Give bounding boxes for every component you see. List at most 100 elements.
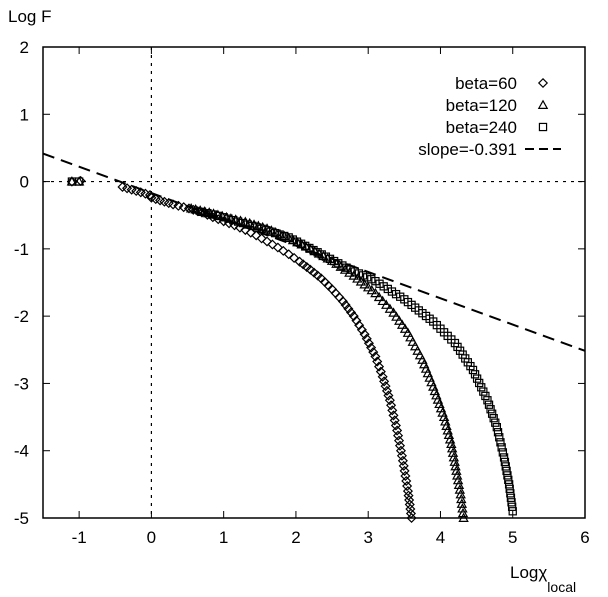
data-point: [359, 329, 370, 340]
data-point: [348, 311, 359, 322]
data-point: [448, 452, 460, 462]
data-point: [256, 233, 267, 244]
legend: beta=60 beta=120 beta=240 slope=-0.391: [418, 74, 561, 159]
x-tick-label: 3: [363, 528, 372, 547]
data-point: [394, 315, 405, 325]
data-point: [386, 400, 397, 411]
data-point: [252, 223, 262, 232]
data-point: [356, 324, 367, 335]
data-point: [395, 445, 407, 456]
y-tick-label: 0: [20, 173, 29, 192]
data-point: [457, 507, 469, 518]
data-point: [362, 281, 374, 292]
data-point: [275, 230, 284, 239]
x-axis-label-main: Logχ: [510, 563, 547, 582]
data-point: [506, 493, 516, 502]
data-point: [399, 465, 410, 476]
data-point: [384, 395, 395, 406]
data-point: [229, 215, 238, 225]
data-point: [500, 457, 510, 467]
data-point: [203, 209, 212, 218]
data-point: [446, 438, 457, 448]
data-point: [393, 435, 405, 446]
data-point: [502, 466, 511, 476]
data-point: [504, 475, 513, 485]
data-point: [345, 307, 357, 318]
data-point: [373, 291, 385, 302]
data-point: [257, 224, 266, 234]
data-point: [159, 196, 170, 207]
data-point: [456, 498, 468, 508]
legend-label: slope=-0.391: [418, 140, 517, 159]
data-point: [190, 204, 201, 214]
data-point: [468, 365, 478, 375]
data-point: [391, 311, 402, 321]
data-point: [74, 177, 84, 186]
data-point: [393, 430, 404, 441]
data-point: [479, 387, 488, 396]
data-point: [155, 195, 166, 206]
data-point: [412, 345, 423, 355]
data-point: [233, 217, 243, 226]
x-tick-label: 2: [291, 528, 300, 547]
data-point: [397, 455, 408, 466]
data-point: [401, 475, 412, 487]
data-point: [381, 385, 393, 396]
data-point: [359, 279, 370, 289]
legend-marker: [537, 77, 549, 89]
data-point: [507, 502, 517, 511]
data-point: [354, 320, 365, 331]
data-point: [337, 296, 348, 307]
data-point: [261, 236, 273, 247]
data-point: [387, 405, 398, 416]
data-point: [280, 231, 289, 241]
data-point: [406, 512, 417, 524]
data-point: [495, 433, 504, 442]
data-point: [214, 211, 223, 221]
data-point: [497, 443, 506, 452]
data-point: [238, 218, 248, 228]
data-point: [455, 489, 466, 499]
data-point: [501, 462, 510, 471]
data-point: [373, 361, 385, 372]
data-point: [370, 287, 381, 298]
data-point: [454, 484, 466, 494]
data-point: [185, 203, 197, 213]
data-point: [456, 493, 467, 504]
data-point: [404, 495, 415, 506]
series-beta-60: [66, 175, 417, 524]
data-point: [451, 465, 462, 475]
data-point: [289, 252, 300, 263]
legend-label: beta=60: [455, 74, 517, 93]
x-axis-label: Logχlocal: [510, 563, 576, 595]
data-point: [372, 356, 383, 367]
data-point: [351, 315, 362, 326]
data-point: [452, 474, 464, 485]
y-axis-label: Log F: [8, 7, 51, 26]
data-point: [381, 299, 392, 309]
data-point: [173, 200, 184, 211]
series-beta-240: [67, 177, 517, 516]
data-point: [377, 371, 388, 382]
data-point: [366, 284, 378, 295]
data-point: [484, 400, 494, 409]
data-point: [235, 215, 246, 225]
data-point: [402, 480, 413, 492]
data-point: [402, 486, 413, 497]
data-point: [377, 295, 388, 306]
data-point: [390, 420, 401, 431]
data-points: [66, 175, 517, 524]
legend-label: beta=120: [446, 96, 517, 115]
data-point: [409, 340, 421, 351]
data-point: [492, 422, 502, 432]
data-point: [392, 425, 403, 436]
data-point: [403, 490, 414, 501]
data-point: [388, 410, 399, 421]
data-point: [383, 390, 394, 401]
data-point: [178, 202, 189, 213]
data-point: [368, 347, 379, 358]
data-point: [272, 242, 283, 253]
data-point: [453, 479, 465, 489]
y-tick-label: -2: [14, 307, 29, 326]
data-point: [66, 176, 77, 187]
